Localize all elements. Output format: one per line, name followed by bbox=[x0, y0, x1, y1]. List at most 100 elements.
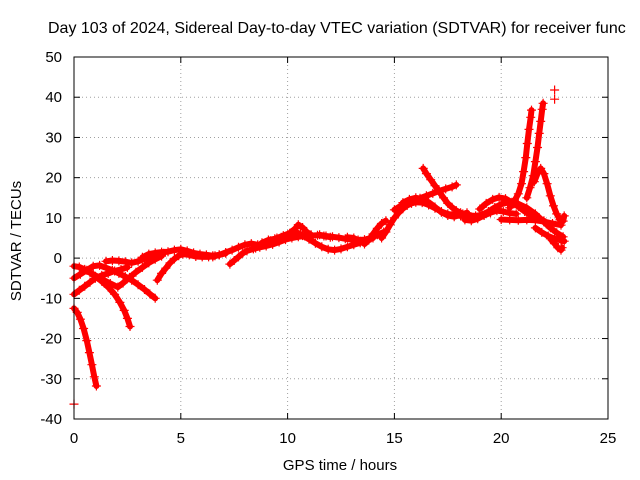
data-point bbox=[530, 209, 540, 219]
data-point bbox=[559, 211, 569, 221]
data-point bbox=[208, 252, 218, 262]
data-point bbox=[488, 194, 498, 204]
data-point bbox=[107, 265, 117, 275]
series-group bbox=[513, 199, 568, 242]
data-point bbox=[328, 232, 337, 242]
data-point bbox=[80, 281, 90, 291]
data-point bbox=[430, 181, 440, 191]
data-point bbox=[542, 179, 552, 189]
data-point bbox=[545, 234, 555, 244]
x-tick-label: 10 bbox=[279, 430, 296, 447]
data-point bbox=[519, 167, 529, 177]
data-point bbox=[323, 244, 333, 254]
series-group bbox=[80, 251, 167, 292]
data-point bbox=[441, 184, 451, 194]
data-point bbox=[119, 305, 129, 315]
data-point bbox=[398, 198, 408, 208]
series-group bbox=[522, 98, 548, 203]
data-point bbox=[458, 209, 468, 219]
data-point bbox=[364, 235, 374, 245]
axis-ticks bbox=[73, 56, 609, 420]
series-track bbox=[420, 165, 464, 216]
data-point bbox=[404, 194, 414, 204]
y-tick-label: -40 bbox=[40, 411, 62, 428]
data-point bbox=[552, 228, 562, 238]
x-tick-label: 20 bbox=[493, 430, 510, 447]
data-point bbox=[559, 236, 569, 246]
data-point bbox=[133, 256, 143, 266]
data-point bbox=[513, 199, 523, 209]
data-point bbox=[113, 282, 123, 292]
data-point bbox=[169, 245, 179, 255]
data-point bbox=[125, 272, 134, 282]
data-point bbox=[234, 242, 243, 252]
data-point bbox=[505, 215, 515, 225]
series-track bbox=[71, 305, 100, 389]
data-point bbox=[513, 189, 523, 199]
data-point bbox=[526, 112, 536, 122]
data-point bbox=[263, 235, 273, 245]
data-point bbox=[434, 187, 444, 197]
data-point bbox=[174, 251, 184, 261]
data-point bbox=[360, 239, 369, 249]
data-point bbox=[88, 261, 98, 271]
x-tick-label: 5 bbox=[177, 430, 185, 447]
y-tick-label: -20 bbox=[40, 331, 62, 348]
data-point bbox=[150, 293, 160, 303]
data-point bbox=[439, 193, 448, 203]
data-point bbox=[538, 98, 548, 108]
y-tick-label: -30 bbox=[40, 371, 62, 388]
data-point bbox=[389, 213, 399, 223]
data-point bbox=[330, 245, 340, 255]
data-point bbox=[178, 249, 188, 259]
data-point bbox=[557, 243, 567, 253]
data-point bbox=[140, 285, 149, 294]
data-point bbox=[473, 214, 483, 224]
data-point bbox=[530, 223, 540, 233]
data-point bbox=[522, 215, 532, 225]
data-point bbox=[527, 105, 536, 115]
data-point bbox=[118, 278, 128, 288]
data-point bbox=[522, 203, 532, 213]
x-tick-label: 0 bbox=[70, 430, 78, 447]
data-point bbox=[536, 116, 546, 126]
data-point bbox=[251, 243, 261, 253]
data-point bbox=[105, 279, 115, 288]
data-point bbox=[481, 198, 491, 208]
y-tick-label: 40 bbox=[45, 89, 62, 106]
data-point bbox=[536, 163, 546, 173]
tick-labels: 0 5 10 15 20 25 -40 -30 -20 -10 0 10 20 30 40 50 bbox=[40, 49, 616, 447]
plot-frame bbox=[73, 56, 609, 420]
data-point bbox=[131, 267, 141, 277]
series-group bbox=[529, 163, 569, 226]
data-point bbox=[349, 233, 359, 243]
data-point bbox=[227, 245, 237, 255]
data-point bbox=[152, 275, 162, 285]
data-point bbox=[161, 263, 171, 273]
data-point bbox=[85, 277, 95, 287]
plot-data bbox=[69, 85, 569, 409]
data-point bbox=[115, 297, 125, 307]
data-point bbox=[389, 205, 399, 215]
data-point bbox=[342, 242, 352, 252]
data-point bbox=[144, 249, 154, 259]
data-point bbox=[95, 260, 105, 270]
data-point bbox=[150, 248, 160, 258]
data-point bbox=[298, 231, 308, 241]
data-point bbox=[342, 232, 352, 242]
data-point bbox=[494, 192, 504, 202]
data-point bbox=[74, 285, 84, 295]
axes-frame bbox=[73, 56, 609, 420]
data-point bbox=[82, 336, 92, 346]
data-point bbox=[75, 269, 85, 279]
data-point bbox=[221, 248, 231, 257]
data-point bbox=[449, 212, 459, 222]
data-point bbox=[505, 203, 515, 213]
data-point bbox=[498, 207, 508, 216]
data-point bbox=[533, 143, 542, 152]
data-point bbox=[257, 238, 267, 248]
data-point bbox=[421, 169, 431, 179]
data-point bbox=[529, 177, 539, 187]
data-point bbox=[125, 322, 135, 331]
